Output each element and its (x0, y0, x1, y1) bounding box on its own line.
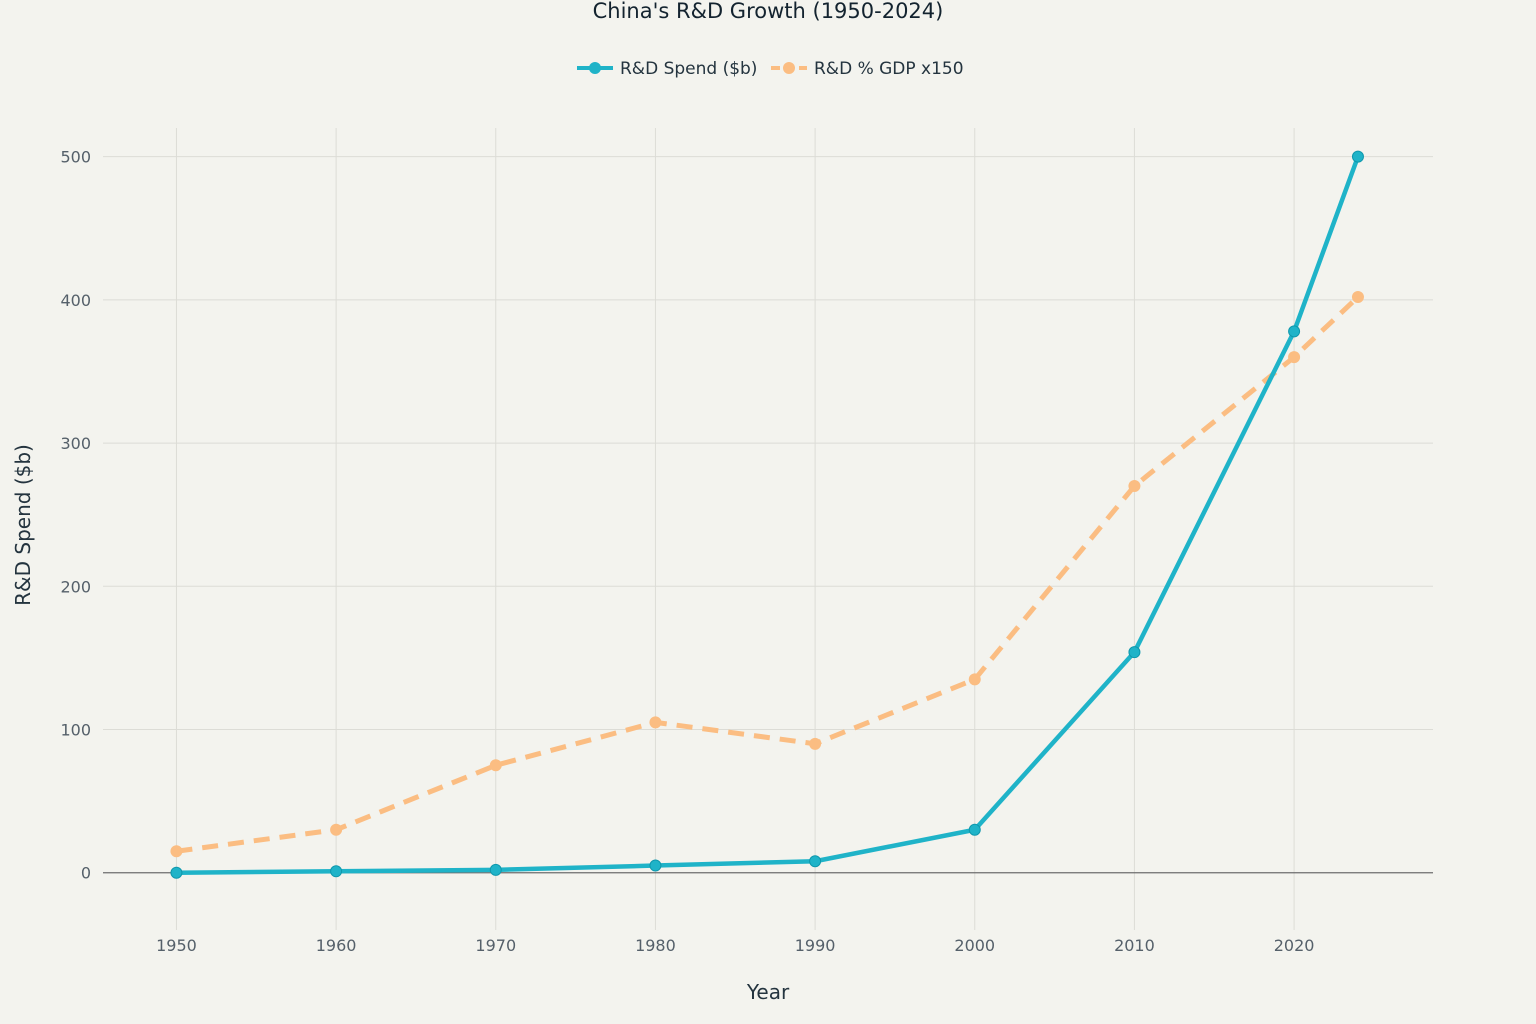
data-point (1128, 646, 1141, 659)
x-tick-label: 2000 (954, 936, 995, 955)
data-point (1288, 325, 1301, 338)
legend-item: R&D Spend ($b) (577, 59, 757, 79)
y-tick-label: 400 (60, 291, 91, 310)
data-point (170, 845, 183, 858)
y-tick-label: 300 (60, 434, 91, 453)
data-point (489, 759, 502, 772)
x-axis-label: Year (746, 980, 790, 1004)
legend-item: R&D % GDP x150 (771, 59, 964, 79)
data-point (170, 866, 183, 879)
y-tick-label: 500 (60, 148, 91, 167)
x-tick-label: 2020 (1274, 936, 1315, 955)
x-tick-label: 1960 (316, 936, 357, 955)
data-point (1351, 290, 1364, 303)
x-axis-ticks: 1950 1960 1970 1980 1990 2000 2010 2020 (156, 936, 1314, 955)
data-point (649, 716, 662, 729)
legend-marker (783, 62, 795, 74)
y-axis-ticks: 0 100 200 300 400 500 (60, 148, 91, 883)
legend-label: R&D Spend ($b) (620, 59, 757, 79)
grid (103, 128, 1433, 930)
series-0 (170, 150, 1364, 879)
x-tick-label: 1970 (475, 936, 516, 955)
x-tick-label: 1990 (795, 936, 836, 955)
legend-label: R&D % GDP x150 (814, 59, 964, 79)
y-tick-label: 0 (81, 864, 91, 883)
data-point (1128, 480, 1141, 493)
legend: R&D Spend ($b) R&D % GDP x150 (577, 59, 964, 79)
y-tick-label: 100 (60, 721, 91, 740)
data-point (649, 859, 662, 872)
legend-marker (589, 62, 601, 74)
data-point (968, 673, 981, 686)
data-point (330, 823, 343, 836)
x-tick-label: 1980 (635, 936, 676, 955)
series-layer (170, 150, 1364, 879)
data-point (489, 863, 502, 876)
y-tick-label: 200 (60, 577, 91, 596)
y-axis-label: R&D Spend ($b) (11, 444, 35, 606)
x-tick-label: 2010 (1114, 936, 1155, 955)
data-point (809, 855, 822, 868)
data-point (330, 865, 343, 878)
data-point (1288, 351, 1301, 364)
chart-title: China's R&D Growth (1950-2024) (593, 0, 944, 23)
x-tick-label: 1950 (156, 936, 197, 955)
data-point (809, 737, 822, 750)
data-point (1351, 150, 1364, 163)
data-point (968, 823, 981, 836)
series-1 (170, 290, 1364, 858)
